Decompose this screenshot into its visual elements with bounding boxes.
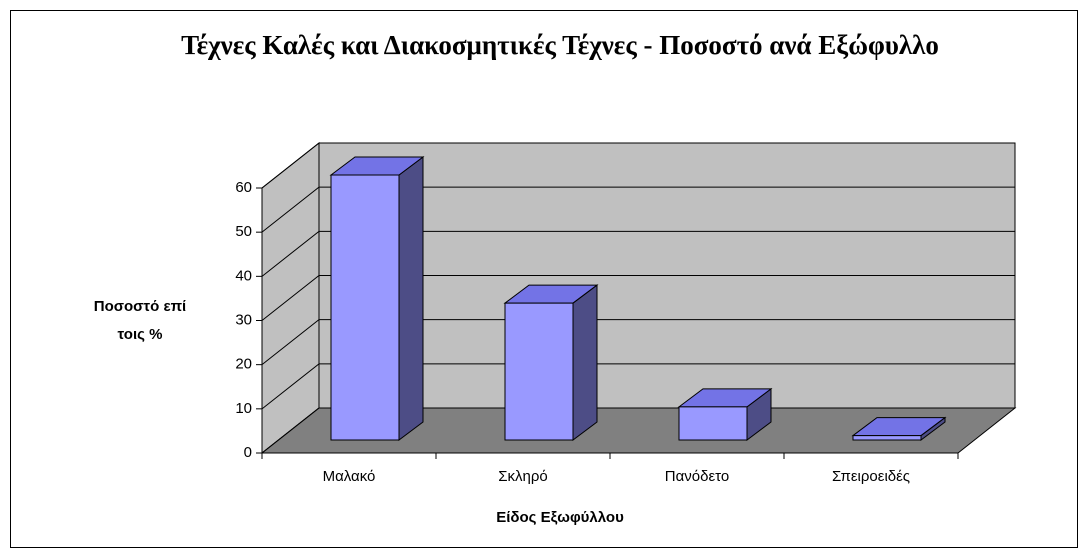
bar xyxy=(851,416,947,441)
bar-front xyxy=(504,302,574,441)
bar-front xyxy=(330,174,400,441)
y-axis-label: Ποσοστό επί τοις % xyxy=(93,298,187,343)
bar-side xyxy=(398,156,424,441)
grid-line xyxy=(261,275,1015,321)
x-tick-label: Μαλακό xyxy=(323,468,376,485)
y-tick-label: 50 xyxy=(235,223,252,240)
grid-line xyxy=(261,142,1015,189)
y-tick-label: 0 xyxy=(244,444,252,461)
bar xyxy=(329,156,425,441)
y-tick-label: 30 xyxy=(235,311,252,328)
x-axis-label: Είδος Εξωφύλλου xyxy=(496,509,624,526)
bar-front xyxy=(678,406,748,441)
grid-line xyxy=(261,186,1015,233)
x-tick-label: Σπειροειδές xyxy=(832,468,910,485)
x-tick-label: Πανόδετο xyxy=(665,468,729,485)
y-tick-label: 60 xyxy=(235,179,252,196)
bar-front xyxy=(852,435,922,441)
bar-side xyxy=(572,284,598,441)
grid-line xyxy=(261,407,1015,454)
grid-line xyxy=(261,230,1015,277)
y-tick-label: 20 xyxy=(235,356,252,373)
grid-line xyxy=(261,363,1015,410)
chart-title: Τέχνες Καλές και Διακοσμητικές Τέχνες - … xyxy=(181,30,939,60)
grid-line xyxy=(261,319,1015,366)
x-tick-label: Σκληρό xyxy=(498,468,548,485)
bar xyxy=(677,387,773,441)
y-tick-label: 10 xyxy=(235,400,252,417)
bar xyxy=(503,284,599,441)
y-tick-label: 40 xyxy=(235,267,252,284)
